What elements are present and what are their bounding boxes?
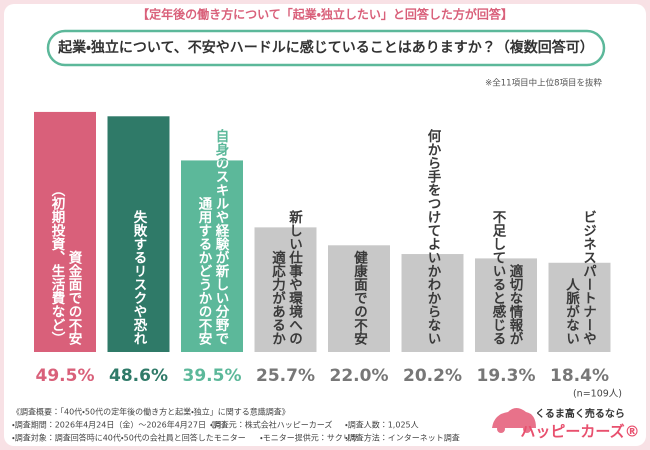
value-label: 19.3%	[477, 366, 536, 386]
bar-label: 不足していると感じる	[490, 210, 507, 346]
value-label: 39.5%	[183, 366, 242, 386]
bar-label-inside: 失敗するリスクや恐れ	[131, 209, 148, 346]
logo: くるま高く売るなら ハッピーカーズ®	[492, 407, 640, 441]
logo-icon	[492, 408, 536, 428]
value-label: 48.6%	[109, 366, 168, 386]
bar-label: 自身のスキルや経験が新しい分野で	[213, 128, 231, 346]
value-label: 18.4%	[550, 366, 609, 386]
bar	[475, 258, 537, 352]
footnote: ・調査対象：調査回答時に40代・50代の会社員と回答したモニター	[12, 433, 246, 443]
bar-label: 人脈がない	[563, 277, 581, 345]
footnote: ・調査元：株式会社ハッピーカーズ	[210, 420, 332, 430]
bar	[107, 116, 170, 352]
header: 【定年後の働き方について「起業・独立したい」と回答した方が回答】	[137, 7, 513, 22]
logo-wheel	[523, 425, 531, 433]
bar-label: （初期投資、生活費など）	[49, 183, 67, 345]
bar-label-inside: 通用するかどうかの不安	[196, 196, 213, 346]
value-label: 22.0%	[330, 366, 389, 386]
bar-label: 何から手をつけてよいかわからない	[425, 128, 442, 345]
bar-label: 適切な情報が	[507, 263, 524, 346]
footnote: ・モニター提供元：サクリサ	[260, 433, 359, 443]
bar	[254, 227, 317, 352]
bar	[181, 160, 243, 352]
note: ※全11項目中上位8項目を抜粋	[485, 78, 602, 89]
value-label: 49.5%	[36, 366, 95, 386]
value-label: 25.7%	[256, 366, 315, 386]
bar-label: 通用するかどうかの不安	[196, 196, 213, 346]
sample-size: (n=109人)	[573, 389, 622, 400]
bar	[328, 245, 390, 352]
footnote: ・調査期間：2026年4月24日（金）〜2026年4月27日（月）	[12, 420, 230, 430]
footnote: 《調査概要：「40代・50代の定年後の働き方と起業・独立」に関する意識調査》	[12, 407, 290, 417]
bar-label: 資金面での不安	[66, 249, 83, 346]
bar-label: 適応力があるか	[269, 249, 286, 345]
value-label: 20.2%	[403, 366, 462, 386]
logo-tagline: くるま高く売るなら	[535, 407, 625, 420]
bar-label-inside: （初期投資、生活費など）	[49, 183, 67, 345]
footnote: ・調査人数：1,025人	[345, 420, 419, 430]
bar	[548, 262, 611, 352]
bar-label-inside: 自身のスキルや経験が新しい分野で	[213, 128, 231, 346]
bar-label: ビジネスパートナーや	[580, 210, 597, 346]
logo-name: ハッピーカーズ®	[520, 423, 639, 441]
bar-label: 新しい仕事や環境への	[286, 209, 304, 346]
bar-label: 健康面での不安	[351, 249, 369, 346]
logo-wheel	[497, 425, 505, 433]
bar	[401, 254, 464, 352]
chart-title: 起業・独立について、不安やハードルに感じていることはありますか？（複数回答可）	[57, 39, 594, 56]
bar	[34, 111, 96, 352]
title-pill	[46, 29, 606, 67]
bar-label-inside: 資金面での不安	[66, 249, 83, 346]
bar-label: 失敗するリスクや恐れ	[131, 209, 148, 346]
footnote: ・調査方法：インターネット調査	[345, 433, 460, 443]
